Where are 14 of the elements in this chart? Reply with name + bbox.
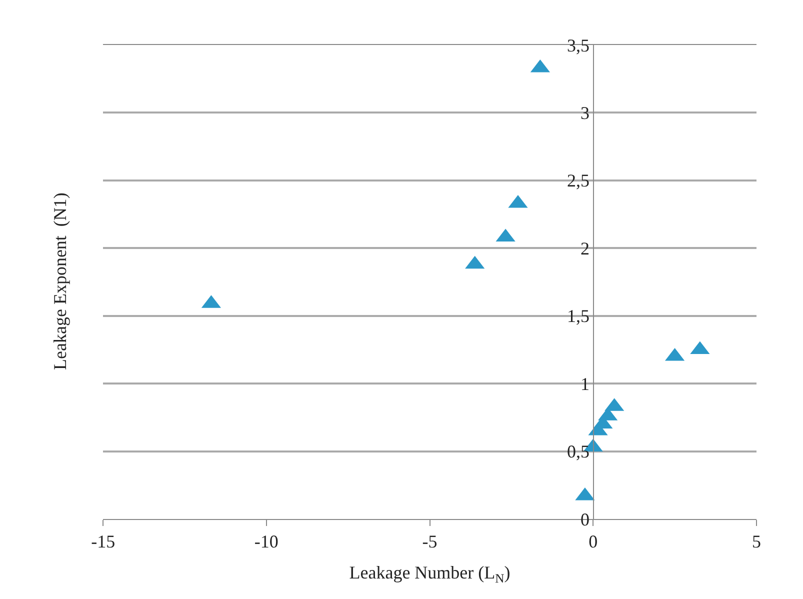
y-tick-label: 3: [580, 103, 590, 124]
y-tick-label: 1: [580, 374, 590, 394]
x-tick-label: 5: [752, 532, 761, 552]
x-tick-label: -15: [91, 532, 116, 552]
y-tick-label: 1,5: [567, 306, 590, 326]
y-tick-label: 0,5: [567, 442, 590, 462]
y-tick-label: 0: [580, 509, 590, 530]
y-axis-title: Leakage Exponent (N1): [50, 192, 70, 370]
y-tick-label: 2: [580, 238, 590, 258]
x-tick-label: -10: [254, 532, 278, 552]
x-axis-title: Leakage Number (L$_{N}$): [349, 562, 510, 586]
y-tick-label: 2,5: [567, 170, 590, 191]
x-tick-label: -5: [422, 532, 438, 552]
y-tick-label: 3,5: [567, 35, 590, 56]
